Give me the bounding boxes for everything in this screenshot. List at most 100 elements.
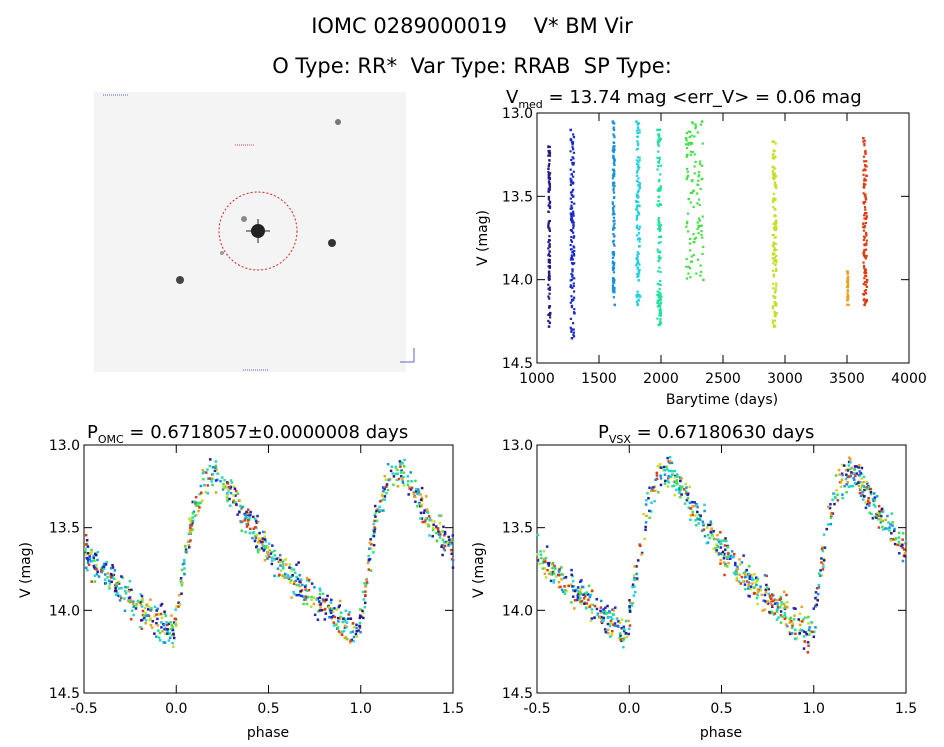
data-point bbox=[335, 623, 338, 626]
data-point bbox=[240, 507, 243, 511]
data-point bbox=[573, 254, 576, 257]
data-point bbox=[807, 644, 810, 648]
data-point bbox=[108, 582, 112, 585]
data-point bbox=[740, 575, 744, 579]
data-point bbox=[624, 619, 628, 623]
data-point bbox=[807, 615, 810, 619]
data-point bbox=[608, 624, 612, 628]
data-point bbox=[547, 240, 550, 244]
data-point bbox=[96, 550, 100, 554]
data-point bbox=[548, 229, 552, 233]
data-point bbox=[423, 520, 426, 524]
data-point bbox=[184, 548, 188, 551]
data-point bbox=[776, 604, 780, 608]
data-point bbox=[439, 533, 442, 536]
data-point bbox=[772, 269, 775, 272]
data-point bbox=[326, 594, 329, 598]
data-point bbox=[569, 150, 572, 153]
data-point bbox=[864, 197, 867, 200]
data-point bbox=[153, 605, 157, 609]
data-point bbox=[685, 131, 689, 135]
data-point bbox=[775, 312, 778, 315]
data-point bbox=[118, 599, 122, 602]
data-point bbox=[540, 556, 543, 560]
data-point bbox=[753, 573, 756, 576]
data-point bbox=[222, 483, 225, 486]
data-point bbox=[880, 507, 884, 511]
data-point bbox=[194, 495, 198, 499]
data-point bbox=[570, 330, 573, 333]
data-point bbox=[700, 233, 703, 236]
data-point bbox=[617, 625, 620, 628]
data-point bbox=[799, 619, 802, 623]
data-point bbox=[791, 622, 795, 625]
data-point bbox=[802, 617, 805, 621]
data-point bbox=[862, 155, 866, 158]
data-point bbox=[691, 513, 694, 517]
data-point bbox=[692, 253, 695, 257]
data-point bbox=[776, 601, 779, 605]
data-point bbox=[216, 478, 219, 482]
data-point bbox=[362, 611, 365, 614]
data-point bbox=[541, 567, 545, 570]
data-point bbox=[368, 557, 372, 561]
data-point bbox=[382, 498, 385, 501]
data-point bbox=[667, 475, 670, 478]
data-point bbox=[659, 309, 662, 313]
data-point bbox=[658, 178, 661, 182]
data-point bbox=[263, 558, 267, 562]
data-point bbox=[691, 505, 694, 508]
data-point bbox=[775, 175, 778, 178]
data-point bbox=[246, 520, 250, 524]
data-point bbox=[656, 128, 659, 132]
data-point bbox=[636, 140, 639, 143]
data-point bbox=[774, 314, 777, 317]
data-point bbox=[383, 495, 387, 498]
data-point bbox=[696, 192, 699, 195]
data-point bbox=[590, 611, 594, 614]
data-point bbox=[304, 584, 308, 587]
data-point bbox=[674, 480, 678, 484]
data-point bbox=[261, 540, 265, 544]
data-point bbox=[734, 561, 737, 565]
data-point bbox=[865, 254, 868, 258]
data-point bbox=[569, 285, 572, 288]
data-point bbox=[148, 618, 152, 622]
data-point bbox=[658, 323, 662, 326]
data-point bbox=[812, 630, 816, 634]
data-point bbox=[846, 292, 849, 295]
data-point bbox=[189, 539, 192, 542]
data-point bbox=[612, 262, 616, 265]
data-point bbox=[426, 511, 430, 515]
data-point bbox=[390, 465, 394, 469]
data-point bbox=[548, 264, 552, 268]
data-point bbox=[665, 465, 668, 469]
x-tick-label: 4000 bbox=[891, 371, 927, 387]
data-point bbox=[871, 516, 875, 520]
data-point bbox=[668, 455, 672, 459]
data-point bbox=[547, 145, 550, 149]
data-point bbox=[636, 275, 639, 279]
data-point bbox=[443, 534, 446, 537]
data-point bbox=[778, 606, 782, 609]
data-point bbox=[867, 485, 871, 489]
data-point bbox=[548, 151, 552, 154]
phase-omc-title: POMC = 0.6718057±0.0000008 days bbox=[87, 422, 408, 446]
data-point bbox=[117, 582, 121, 585]
data-point bbox=[657, 250, 660, 253]
data-point bbox=[772, 273, 775, 276]
data-point bbox=[234, 494, 237, 497]
data-point bbox=[409, 471, 413, 474]
data-point bbox=[636, 144, 640, 147]
data-point bbox=[772, 175, 775, 178]
data-point bbox=[701, 215, 704, 218]
data-point bbox=[368, 547, 371, 550]
data-point bbox=[794, 632, 797, 636]
data-point bbox=[420, 517, 424, 520]
data-point bbox=[719, 531, 722, 534]
data-point bbox=[691, 510, 694, 514]
data-point bbox=[680, 477, 683, 480]
data-point bbox=[820, 547, 824, 550]
data-point bbox=[135, 603, 138, 606]
data-point bbox=[384, 478, 388, 482]
